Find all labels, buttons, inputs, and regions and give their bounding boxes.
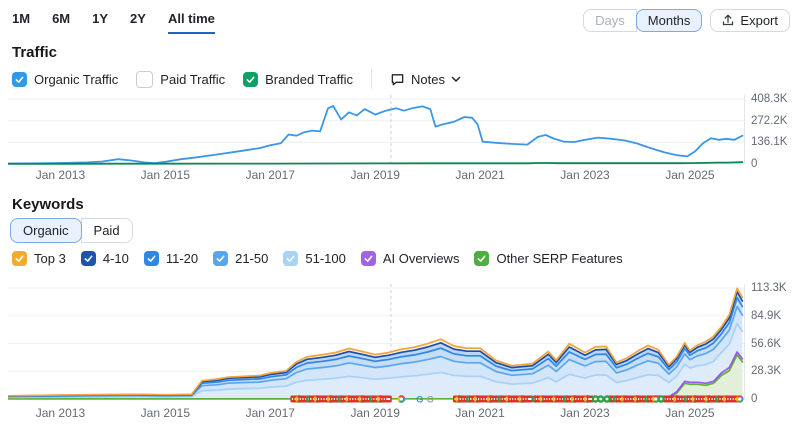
x-axis-label: Jan 2013: [35, 406, 86, 420]
organic-traffic-label: Organic Traffic: [34, 71, 119, 87]
y-axis-label: 113.3K: [751, 282, 787, 294]
legend-branded-traffic[interactable]: Branded Traffic: [243, 71, 354, 87]
11-20-checkbox[interactable]: [143, 251, 159, 266]
x-axis-label: Jan 2015: [140, 406, 191, 420]
check-icon: [15, 76, 24, 83]
notes-icon: [391, 73, 404, 85]
check-icon: [286, 255, 295, 262]
y-axis-label: 408.3K: [751, 93, 788, 105]
top-3-checkbox[interactable]: [12, 251, 27, 266]
branded-traffic-label: Branded Traffic: [265, 71, 354, 87]
notes-dropdown[interactable]: Notes: [390, 72, 461, 87]
top-3-label: Top 3: [34, 251, 66, 266]
11-20-label: 11-20: [165, 251, 199, 266]
check-icon: [246, 76, 255, 83]
x-axis-label: Jan 2015: [140, 168, 191, 182]
x-axis-label: Jan 2025: [665, 168, 715, 182]
traffic-chart[interactable]: [7, 95, 745, 167]
ai-overviews-label: AI Overviews: [382, 251, 460, 266]
chevron-down-icon: [451, 76, 461, 82]
keywords-section-title: Keywords: [12, 196, 84, 213]
range-tab-1m[interactable]: 1M: [12, 7, 30, 34]
traffic-chart-x-axis: Jan 2013 Jan 2015 Jan 2017 Jan 2019 Jan 2021…: [0, 168, 800, 184]
keywords-chart-x-axis: Jan 2013 Jan 2015 Jan 2017 Jan 2019 Jan 2021…: [0, 406, 800, 422]
legend-21-50[interactable]: 21-50: [213, 251, 268, 266]
svg-text:G: G: [416, 395, 423, 405]
paid-traffic-label: Paid Traffic: [160, 71, 226, 87]
check-icon: [15, 255, 24, 262]
paid-traffic-checkbox[interactable]: [136, 70, 154, 88]
x-axis-label: Jan 2017: [245, 406, 295, 420]
check-icon: [216, 255, 225, 262]
toolbar-right: Days Months Export: [583, 8, 790, 32]
organic-traffic-checkbox[interactable]: [12, 71, 27, 87]
x-axis-label: Jan 2021: [455, 406, 505, 420]
51-100-label: 51-100: [305, 251, 346, 266]
keywords-legend: Top 3 4-10 11-20 21-50 51-100 AI Overvie…: [12, 251, 623, 266]
legend-51-100[interactable]: 51-100: [283, 251, 346, 266]
check-icon: [364, 255, 373, 262]
traffic-legend: Organic Traffic Paid Traffic Branded Tra…: [12, 69, 461, 89]
range-tab-2y[interactable]: 2Y: [130, 7, 146, 34]
legend-4-10[interactable]: 4-10: [80, 251, 129, 266]
x-axis-label: Jan 2013: [35, 168, 86, 182]
other-serp-features-checkbox[interactable]: [474, 251, 490, 266]
legend-ai-overviews[interactable]: AI Overviews: [360, 251, 460, 266]
x-axis-label: Jan 2019: [350, 168, 400, 182]
x-axis-label: Jan 2023: [560, 168, 610, 182]
legend-paid-traffic[interactable]: Paid Traffic: [136, 70, 226, 88]
check-icon: [478, 255, 486, 262]
legend-11-20[interactable]: 11-20: [143, 251, 199, 266]
4-10-checkbox[interactable]: [80, 251, 96, 266]
export-button[interactable]: Export: [710, 8, 790, 32]
toolbar: 1M 6M 1Y 2Y All time Days Months Export: [12, 6, 790, 34]
x-axis-label: Jan 2023: [560, 406, 610, 420]
keywords-type-tabs: Organic Paid: [10, 218, 133, 243]
legend-other-serp-features[interactable]: Other SERP Features: [474, 251, 623, 266]
export-label: Export: [740, 12, 778, 28]
ai-overviews-checkbox[interactable]: [360, 251, 376, 266]
tab-organic[interactable]: Organic: [10, 218, 82, 243]
x-axis-label: Jan 2025: [665, 406, 715, 420]
y-axis-label: 0: [751, 158, 758, 170]
other-serp-features-label: Other SERP Features: [496, 251, 623, 266]
granularity-days-button[interactable]: Days: [583, 8, 637, 32]
x-axis-label: Jan 2019: [350, 406, 400, 420]
51-100-checkbox[interactable]: [283, 251, 299, 266]
x-axis-label: Jan 2021: [455, 168, 505, 182]
y-axis-label: 28.3K: [751, 365, 782, 378]
date-range-tabs: 1M 6M 1Y 2Y All time: [12, 7, 215, 34]
granularity-months-button[interactable]: Months: [635, 8, 703, 32]
notes-label: Notes: [411, 71, 445, 87]
4-10-label: 4-10: [102, 251, 129, 266]
granularity-toggle: Days Months: [583, 8, 703, 32]
legend-organic-traffic[interactable]: Organic Traffic: [12, 71, 119, 87]
check-icon: [84, 255, 93, 262]
export-icon: [723, 14, 734, 26]
traffic-section-title: Traffic: [12, 44, 58, 61]
range-tab-1y[interactable]: 1Y: [92, 7, 108, 34]
range-tab-all-time[interactable]: All time: [167, 7, 215, 34]
tab-paid[interactable]: Paid: [80, 218, 133, 243]
21-50-label: 21-50: [235, 251, 269, 266]
x-axis-label: Jan 2017: [245, 168, 295, 182]
branded-traffic-checkbox[interactable]: [243, 71, 259, 87]
y-axis-label: 84.9K: [751, 309, 782, 322]
legend-top-3[interactable]: Top 3: [12, 251, 66, 266]
y-axis-label: 56.6K: [751, 337, 782, 350]
y-axis-label: 136.1K: [751, 136, 788, 149]
y-axis-label: 272.2K: [751, 114, 788, 127]
range-tab-6m[interactable]: 6M: [52, 7, 70, 34]
check-icon: [147, 255, 156, 262]
svg-text:G: G: [427, 395, 434, 405]
y-axis-label: 0: [751, 393, 758, 405]
legend-divider: [371, 69, 373, 89]
21-50-checkbox[interactable]: [213, 251, 229, 266]
